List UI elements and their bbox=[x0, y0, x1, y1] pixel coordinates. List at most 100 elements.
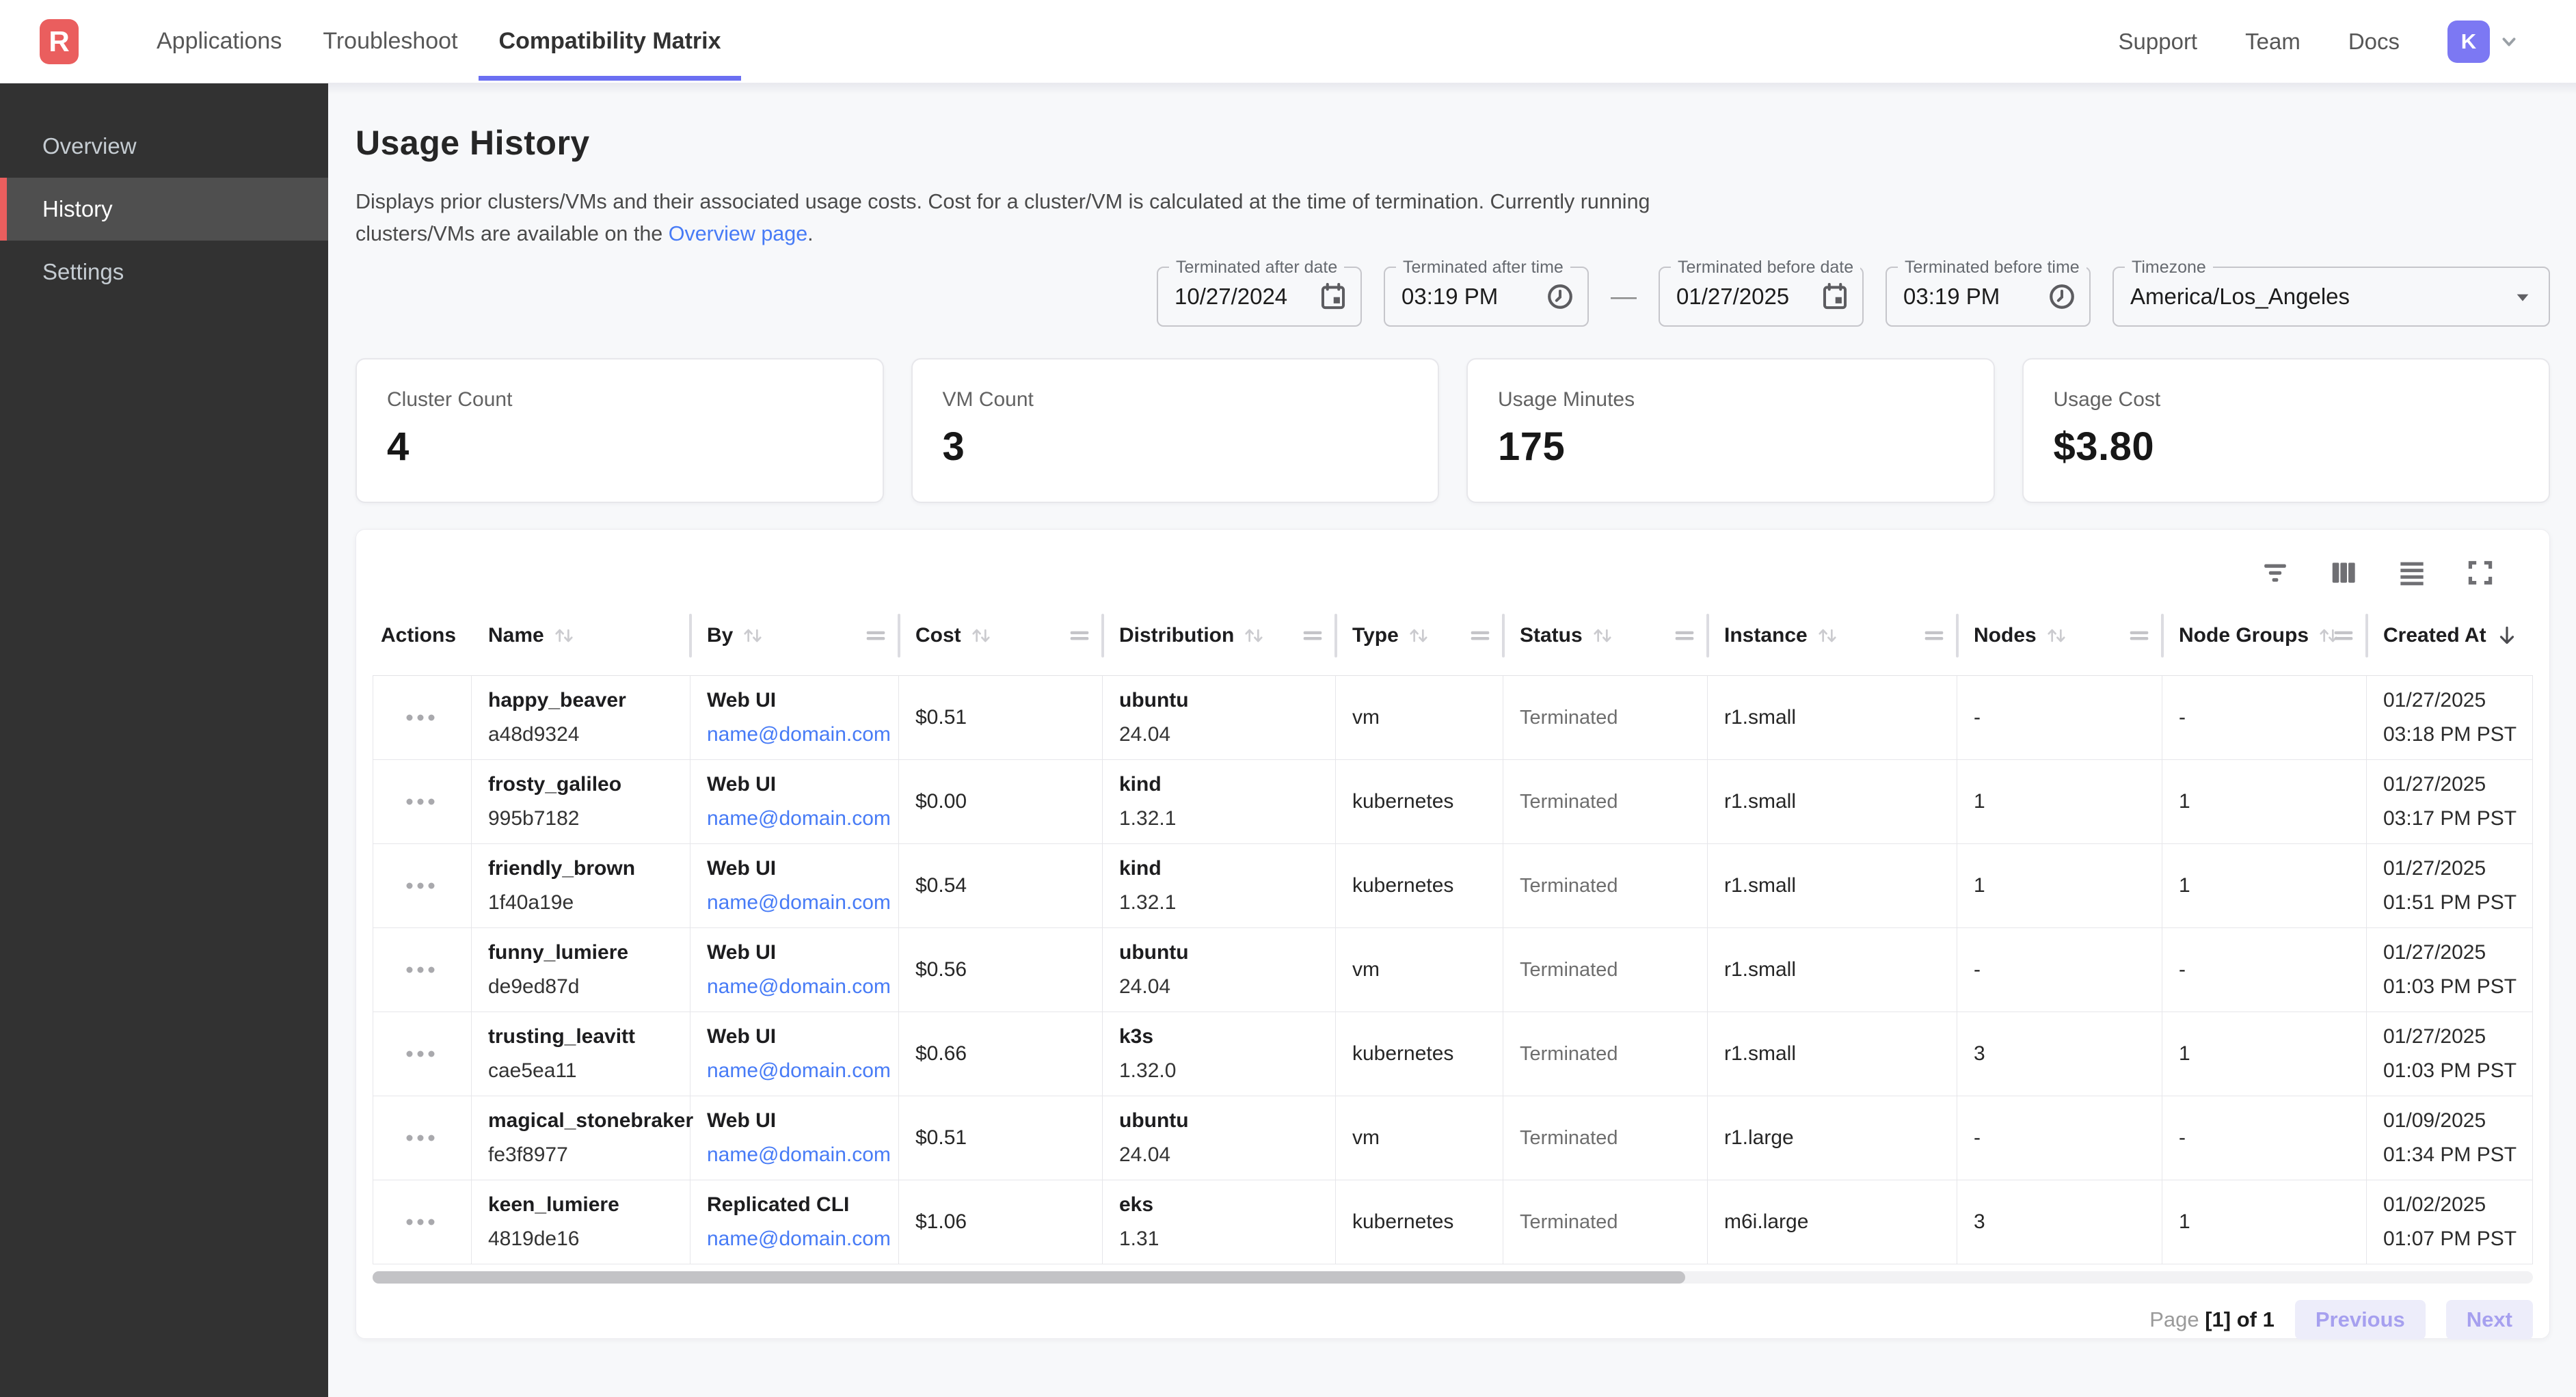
column-header-created-at[interactable]: Created At bbox=[2365, 595, 2533, 675]
description-line2: clusters/VMs are available on the bbox=[355, 222, 669, 245]
column-menu-icon[interactable] bbox=[1066, 622, 1093, 649]
terminated-after-time-field[interactable]: Terminated after time 03:19 PM bbox=[1384, 258, 1589, 327]
name-cell: frosty_galileo 995b7182 bbox=[472, 760, 690, 843]
clock-icon[interactable] bbox=[2047, 282, 2077, 312]
column-separator[interactable] bbox=[1956, 614, 1959, 657]
distribution-cell: kind 1.32.1 bbox=[1103, 844, 1336, 927]
column-menu-icon[interactable] bbox=[862, 622, 889, 649]
nav-tabs: Applications Troubleshoot Compatibility … bbox=[136, 0, 742, 83]
created-by-email-link[interactable]: name@domain.com bbox=[707, 807, 891, 830]
terminated-before-time-field[interactable]: Terminated before time 03:19 PM bbox=[1886, 258, 2091, 327]
filter-icon[interactable] bbox=[2257, 554, 2294, 591]
row-more-actions-icon[interactable] bbox=[397, 1125, 448, 1151]
previous-page-button[interactable]: Previous bbox=[2294, 1300, 2426, 1340]
stat-value: 4 bbox=[387, 424, 410, 469]
sidebar-item-overview[interactable]: Overview bbox=[42, 133, 137, 159]
row-more-actions-icon[interactable] bbox=[397, 1209, 448, 1235]
created-time: 01:51 PM PST bbox=[2383, 891, 2517, 914]
table-row: funny_lumiere de9ed87d Web UI name@domai… bbox=[373, 928, 2533, 1012]
calendar-icon[interactable] bbox=[1318, 282, 1348, 312]
sidebar-item-settings[interactable]: Settings bbox=[42, 259, 124, 284]
tab-applications[interactable]: Applications bbox=[157, 28, 282, 54]
nodes-value: 1 bbox=[1974, 874, 1985, 897]
distribution-version: 1.32.1 bbox=[1119, 891, 1177, 914]
created-by-email-link[interactable]: name@domain.com bbox=[707, 891, 891, 914]
column-separator[interactable] bbox=[898, 614, 900, 657]
avatar-initial: K bbox=[2460, 29, 2477, 53]
status-value: Terminated bbox=[1520, 1042, 1618, 1065]
overview-page-link[interactable]: Overview page bbox=[668, 222, 808, 245]
calendar-icon[interactable] bbox=[1820, 282, 1850, 312]
field-value: 10/27/2024 bbox=[1175, 284, 1288, 309]
column-header-by[interactable]: By bbox=[689, 595, 899, 675]
column-header-nodes[interactable]: Nodes bbox=[1956, 595, 2162, 675]
sort-icon bbox=[2316, 623, 2342, 649]
column-menu-icon[interactable] bbox=[2330, 622, 2357, 649]
row-more-actions-icon[interactable] bbox=[397, 957, 448, 983]
created-by-email-link[interactable]: name@domain.com bbox=[707, 1143, 891, 1166]
replicated-logo[interactable]: R bbox=[40, 18, 79, 64]
tab-compatibility-matrix[interactable]: Compatibility Matrix bbox=[478, 0, 742, 83]
column-separator[interactable] bbox=[1706, 614, 1709, 657]
column-separator[interactable] bbox=[689, 614, 692, 657]
node-groups-value: 1 bbox=[2179, 1210, 2190, 1233]
fullscreen-icon[interactable] bbox=[2462, 554, 2499, 591]
column-menu-icon[interactable] bbox=[1466, 622, 1494, 649]
column-header-name[interactable]: Name bbox=[472, 595, 690, 675]
column-header-type[interactable]: Type bbox=[1334, 595, 1503, 675]
clock-icon[interactable] bbox=[1545, 282, 1575, 312]
column-header-instance[interactable]: Instance bbox=[1706, 595, 1957, 675]
column-menu-icon[interactable] bbox=[1671, 622, 1698, 649]
row-more-actions-icon[interactable] bbox=[397, 705, 448, 731]
nav-link-team[interactable]: Team bbox=[2245, 28, 2300, 54]
created-by-email-link[interactable]: name@domain.com bbox=[707, 1059, 891, 1082]
column-separator[interactable] bbox=[1334, 614, 1337, 657]
created-time: 01:03 PM PST bbox=[2383, 975, 2517, 998]
terminated-after-date-field[interactable]: Terminated after date 10/27/2024 bbox=[1157, 258, 1362, 327]
created-by-email-link[interactable]: name@domain.com bbox=[707, 975, 891, 998]
cluster-name: trusting_leavitt bbox=[488, 1025, 636, 1048]
row-more-actions-icon[interactable] bbox=[397, 789, 448, 815]
created-time: 01:07 PM PST bbox=[2383, 1228, 2517, 1250]
created-date: 01/27/2025 bbox=[2383, 857, 2486, 880]
tab-troubleshoot[interactable]: Troubleshoot bbox=[323, 28, 458, 54]
column-header-status[interactable]: Status bbox=[1502, 595, 1708, 675]
created-by-email-link[interactable]: name@domain.com bbox=[707, 1228, 891, 1250]
page-number: [1] of 1 bbox=[2205, 1307, 2275, 1331]
instance-cell: r1.small bbox=[1708, 676, 1957, 759]
row-more-actions-icon[interactable] bbox=[397, 873, 448, 899]
by-cell: Replicated CLI name@domain.com bbox=[690, 1180, 899, 1264]
row-more-actions-icon[interactable] bbox=[397, 1041, 448, 1067]
page-indicator: Page [1] of 1 bbox=[2149, 1307, 2275, 1331]
column-header-distribution[interactable]: Distribution bbox=[1101, 595, 1336, 675]
density-icon[interactable] bbox=[2393, 554, 2430, 591]
sort-desc-icon bbox=[2493, 622, 2521, 649]
column-separator[interactable] bbox=[2365, 614, 2368, 657]
nav-link-docs[interactable]: Docs bbox=[2348, 28, 2400, 54]
name-cell: keen_lumiere 4819de16 bbox=[472, 1180, 690, 1264]
nodes-value: - bbox=[1974, 958, 1981, 981]
column-menu-icon[interactable] bbox=[2125, 622, 2153, 649]
column-separator[interactable] bbox=[2161, 614, 2164, 657]
column-header-node-groups[interactable]: Node Groups bbox=[2161, 595, 2367, 675]
column-separator[interactable] bbox=[1502, 614, 1505, 657]
nav-link-support[interactable]: Support bbox=[2118, 28, 2198, 54]
node-groups-cell: 1 bbox=[2162, 844, 2367, 927]
column-menu-icon[interactable] bbox=[1920, 622, 1948, 649]
account-menu[interactable]: K bbox=[2447, 20, 2521, 63]
cost-cell: $0.51 bbox=[899, 1096, 1103, 1180]
column-menu-icon[interactable] bbox=[1299, 622, 1326, 649]
column-header-cost[interactable]: Cost bbox=[898, 595, 1103, 675]
row-actions-cell bbox=[373, 1096, 472, 1180]
terminated-before-date-field[interactable]: Terminated before date 01/27/2025 bbox=[1659, 258, 1864, 327]
nodes-cell: - bbox=[1957, 928, 2162, 1012]
created-by-source: Web UI bbox=[707, 857, 777, 880]
timezone-select[interactable]: Timezone America/Los_Angeles bbox=[2112, 258, 2550, 327]
description-line1: Displays prior clusters/VMs and their as… bbox=[355, 190, 1650, 213]
column-separator[interactable] bbox=[1101, 614, 1104, 657]
next-page-button[interactable]: Next bbox=[2445, 1300, 2533, 1340]
columns-icon[interactable] bbox=[2325, 554, 2362, 591]
sidebar-item-history[interactable]: History bbox=[0, 178, 328, 241]
horizontal-scrollbar-thumb[interactable] bbox=[373, 1271, 1685, 1284]
created-by-email-link[interactable]: name@domain.com bbox=[707, 723, 891, 746]
